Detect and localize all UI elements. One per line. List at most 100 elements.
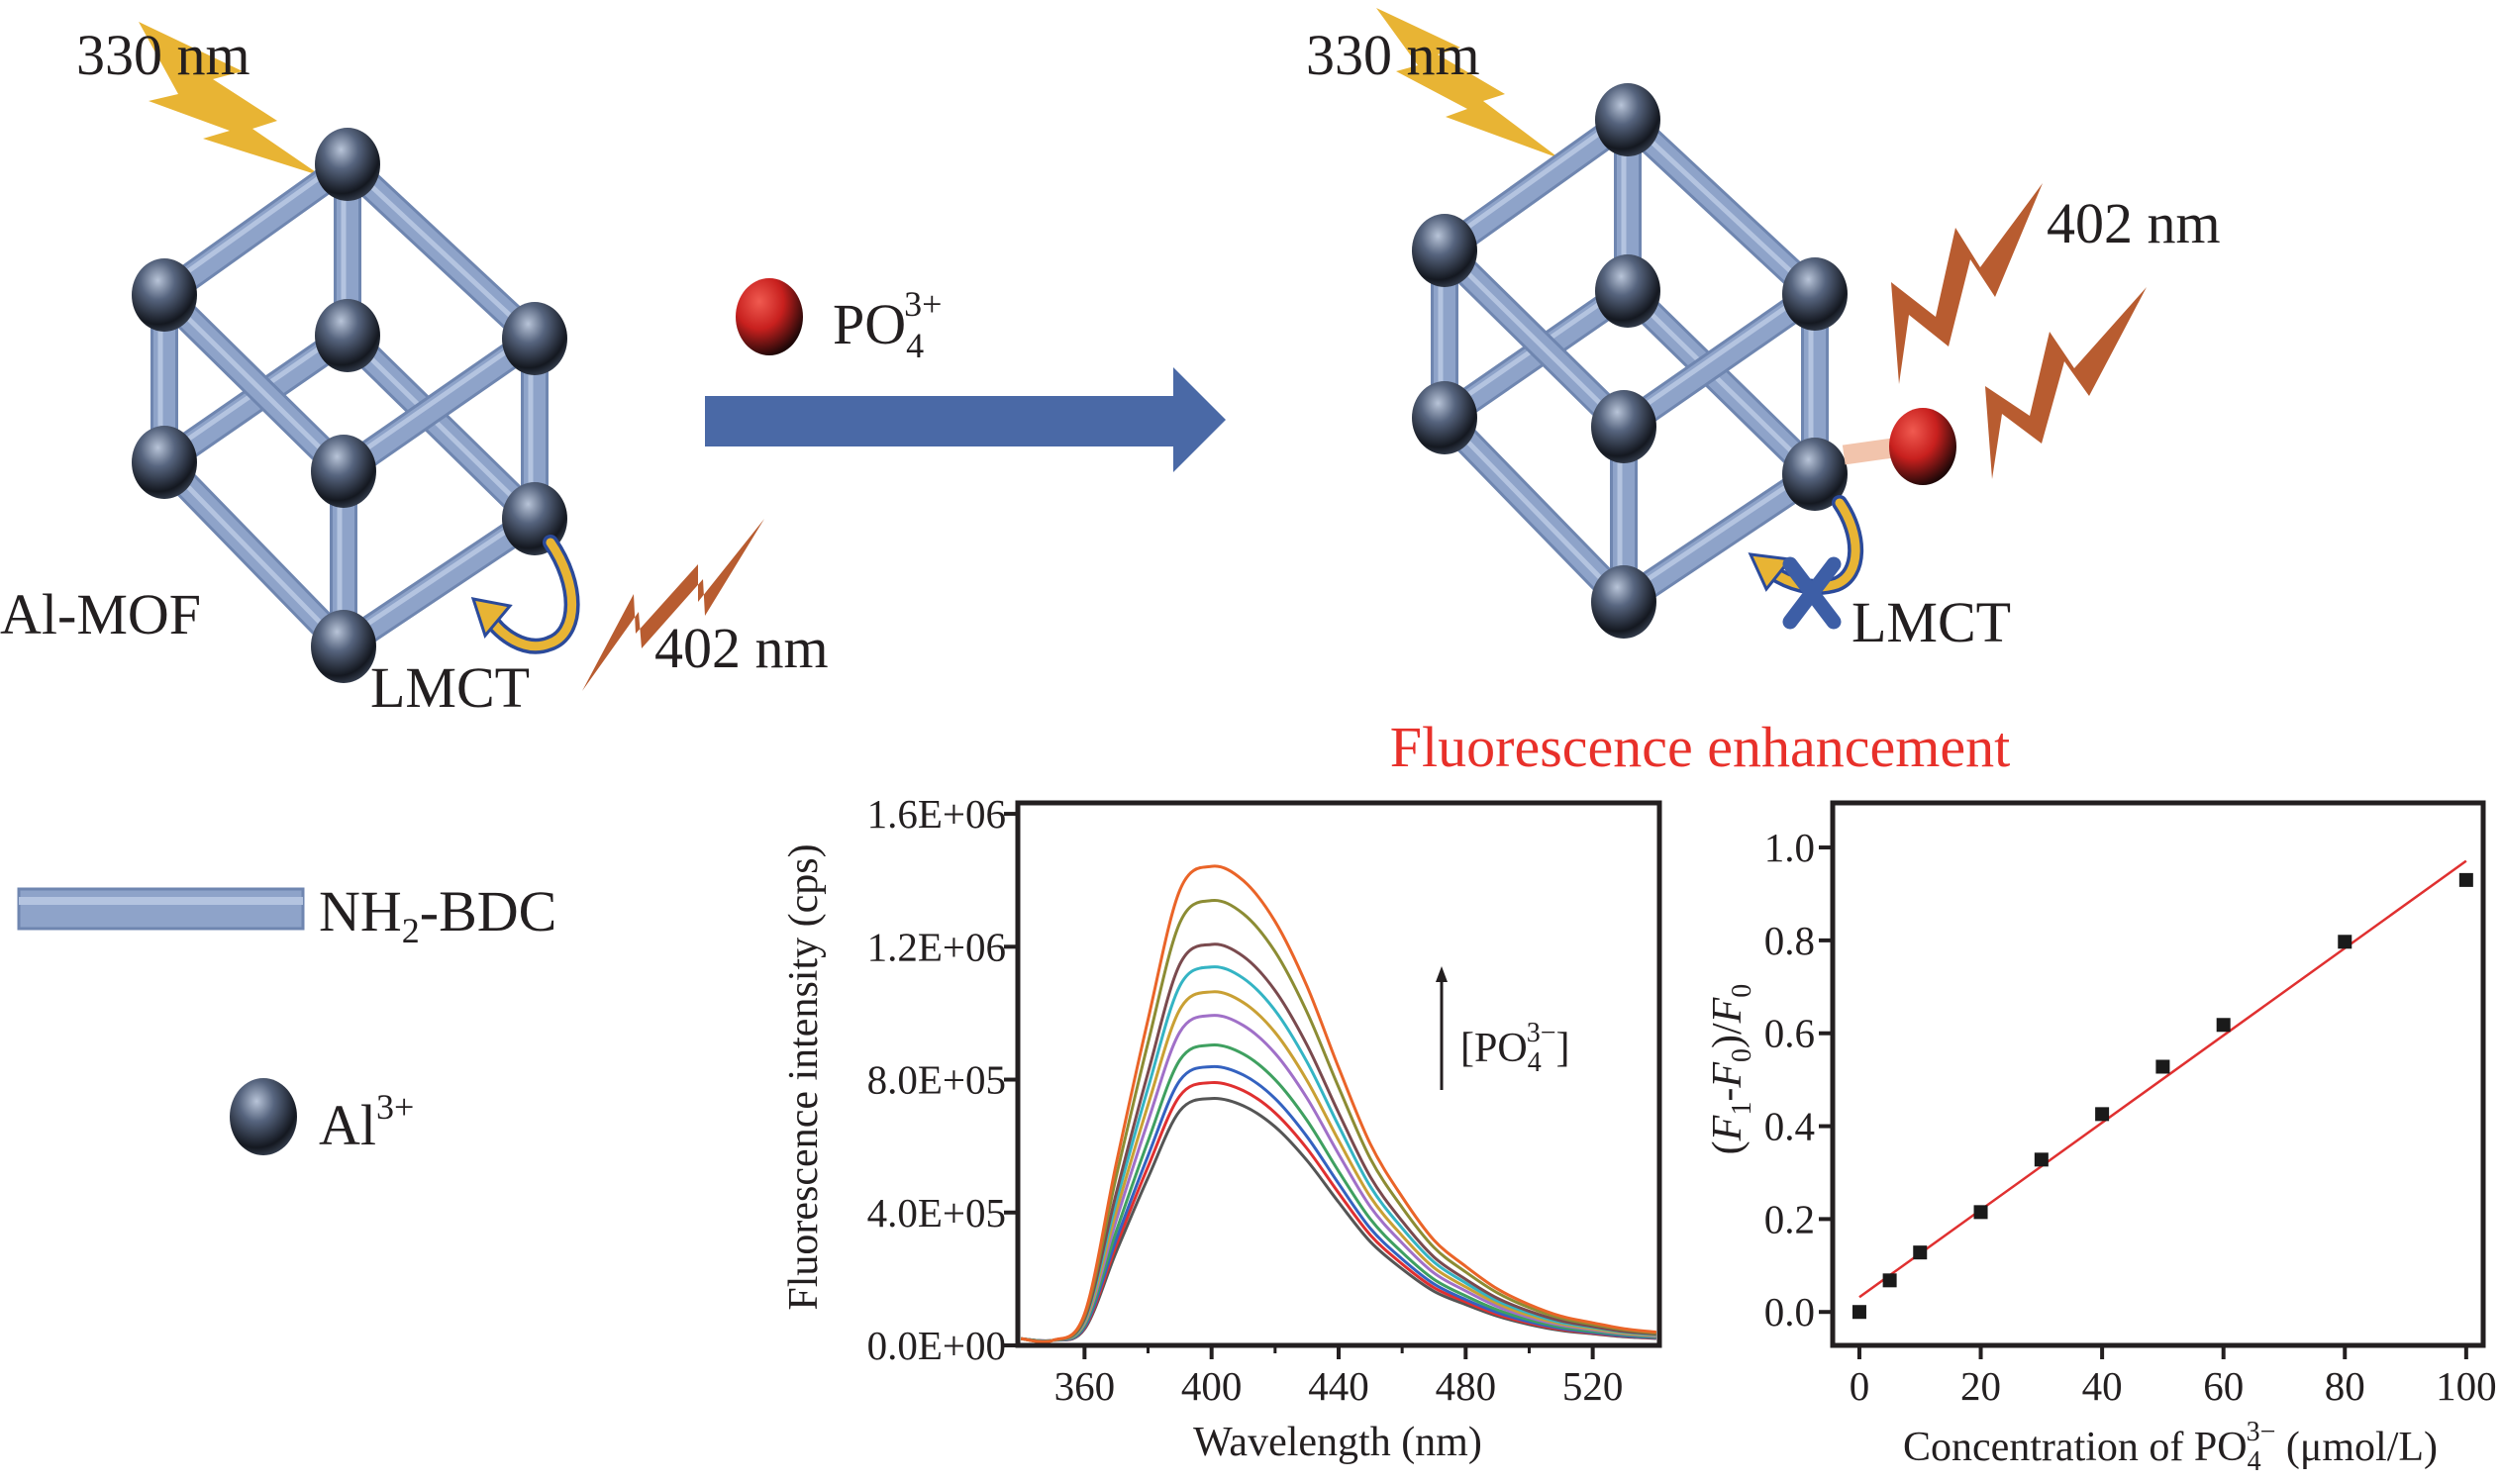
data-point — [2216, 1018, 2231, 1033]
y-tick-label: 1.6E+06 — [867, 791, 1006, 837]
data-point — [2034, 1152, 2049, 1167]
lmct-arrowhead-icon — [1748, 552, 1793, 592]
al-node-sphere — [315, 128, 380, 201]
axis-ticks: 360 400 440 480 520 0.0E+00 4.0E+05 8.0E+05 1.2E… — [867, 791, 1624, 1409]
al-node-sphere — [502, 302, 567, 375]
concentration-annotation: [PO43−] — [1460, 1018, 1569, 1078]
data-point — [2338, 935, 2352, 949]
spectrum-line-8 — [1021, 942, 1656, 1343]
enhancement-title: Fluorescence enhancement — [1390, 715, 2010, 779]
linker-rod-highlight — [342, 158, 533, 337]
linker-rod-highlight — [1439, 245, 1622, 425]
calibration-marks — [1851, 859, 2473, 1320]
y-tick-label: 0.4 — [1764, 1104, 1815, 1149]
linker-rod-body — [1617, 284, 1822, 437]
linker-rod-icon — [17, 887, 305, 931]
linker-rod-highlight — [158, 289, 342, 469]
al-node-sphere — [1782, 438, 1848, 511]
linker-rod-body — [337, 329, 542, 481]
linker-rod-highlight — [1622, 285, 1813, 472]
emission-bolt-icon — [582, 519, 764, 691]
blocked-cross-icon — [1782, 556, 1842, 630]
x-tick-label: 40 — [2082, 1363, 2123, 1409]
linker-rod-highlight — [19, 897, 303, 905]
al-node-sphere — [132, 258, 197, 332]
excitation-wavelength-label-right: 330 nm — [1306, 23, 1480, 87]
al-node-sphere — [311, 610, 376, 683]
calibration-chart: 0 20 40 60 80 100 0.0 0.2 0.4 0.6 0.8 1.0 Concentra… — [1705, 800, 2497, 1477]
phosphate-sphere-icon — [736, 278, 803, 355]
lmct-label: LMCT — [370, 655, 530, 720]
al-node-sphere — [311, 435, 376, 508]
al-mof-label: Al-MOF — [0, 582, 201, 646]
linker-rod-highlight — [342, 330, 533, 517]
linker-rod-body — [1617, 464, 1822, 612]
linker-rod-highlight — [338, 332, 533, 470]
x-axis-label: Concentration of PO43− (μmol/L) — [1903, 1417, 2438, 1477]
linker-rod-highlight — [1439, 113, 1626, 249]
data-point — [1913, 1245, 1928, 1260]
x-tick-label: 520 — [1562, 1363, 1624, 1409]
spectra-curves — [1021, 864, 1656, 1344]
linker-label: NH2-BDC — [319, 879, 556, 950]
linker-rod-body — [337, 509, 542, 656]
spectrum-line-3 — [1021, 1064, 1656, 1343]
increase-arrowhead-icon — [1436, 966, 1448, 982]
linker-rod-highlight — [1618, 287, 1813, 426]
x-tick-label: 0 — [1850, 1363, 1870, 1409]
axis-ticks: 0 20 40 60 80 100 0.0 0.2 0.4 0.6 0.8 1.0 — [1764, 825, 2497, 1409]
al-node-sphere — [132, 426, 197, 499]
linker-rod-highlight — [1618, 467, 1813, 601]
reagent-label: PO43+ — [833, 284, 942, 365]
process-arrow-icon — [705, 367, 1226, 472]
x-tick-label: 60 — [2203, 1363, 2244, 1409]
linker-rod-body — [1438, 111, 1635, 259]
right-mof-panel: 330 nm 402 nm LMCT — [1306, 8, 2221, 654]
linker-rod-highlight — [1439, 412, 1622, 600]
y-tick-label: 0.2 — [1764, 1196, 1815, 1241]
linker-rod-highlight — [1622, 114, 1813, 292]
x-tick-label: 440 — [1308, 1363, 1369, 1409]
linker-rod-highlight — [158, 157, 346, 294]
spectrum-line-6 — [1021, 990, 1656, 1343]
phosphate-sphere-icon — [1889, 408, 1956, 485]
data-point — [1973, 1205, 1988, 1220]
al-node-sphere — [1412, 214, 1477, 287]
lmct-arrowhead-icon — [470, 597, 513, 640]
data-point — [2095, 1107, 2110, 1122]
fluorescence-spectra-chart: 360 400 440 480 520 0.0E+00 4.0E+05 8.0E+05 1.2E… — [781, 791, 1662, 1465]
x-tick-label: 100 — [2436, 1363, 2497, 1409]
x-tick-label: 400 — [1181, 1363, 1243, 1409]
legend: NH2-BDC Al3+ — [17, 879, 556, 1157]
linker-rod-body — [157, 155, 354, 304]
excitation-bolt-icon — [139, 22, 322, 176]
x-tick-label: 360 — [1054, 1363, 1116, 1409]
data-point — [2155, 1059, 2170, 1074]
x-tick-label: 20 — [1960, 1363, 2001, 1409]
y-tick-label: 0.6 — [1764, 1011, 1815, 1056]
y-tick-label: 8.0E+05 — [867, 1057, 1006, 1103]
al-node-sphere — [1591, 390, 1656, 463]
al-ion-sphere-icon — [230, 1078, 297, 1155]
x-axis-label: Wavelength (nm) — [1193, 1420, 1482, 1465]
lmct-arrow-body — [485, 538, 577, 651]
al-node-sphere — [1591, 565, 1656, 639]
y-axis-label: Fluorescence intensity (cps) — [781, 843, 827, 1310]
lmct-label-right: LMCT — [1851, 590, 2011, 654]
spectrum-line-10 — [1021, 864, 1656, 1344]
metal-label: Al3+ — [319, 1087, 414, 1157]
emission-wavelength-label: 402 nm — [654, 616, 829, 680]
binding-link — [1842, 438, 1895, 465]
left-mof-panel: 330 nm Al-MOF LMCT 402 nm — [0, 22, 829, 720]
al-mof-phosphate-cube-icon — [1412, 83, 1848, 639]
linker-rod-highlight — [158, 456, 342, 644]
emission-bolt-icon — [1985, 287, 2147, 479]
spectrum-line-4 — [1021, 1043, 1656, 1343]
emission-bolt-icon — [1891, 183, 2043, 384]
x-tick-label: 480 — [1436, 1363, 1497, 1409]
al-node-sphere — [1595, 254, 1660, 328]
spectrum-line-9 — [1021, 898, 1656, 1343]
lmct-arrow-body — [1767, 498, 1860, 592]
data-point — [1882, 1273, 1897, 1288]
